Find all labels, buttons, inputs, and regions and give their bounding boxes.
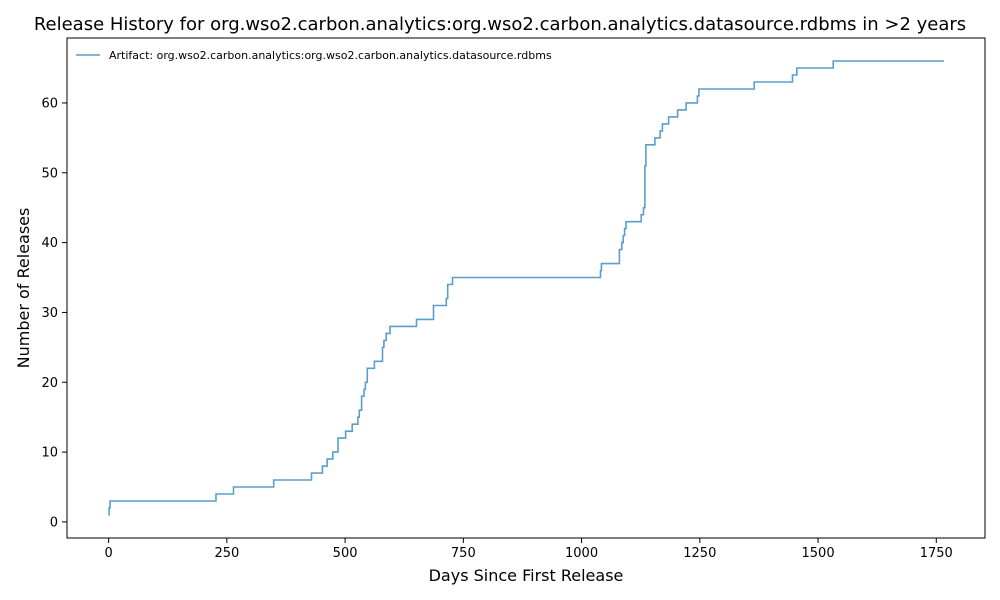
y-axis-label: Number of Releases bbox=[14, 208, 33, 369]
plot-frame bbox=[66, 37, 986, 539]
x-tick-label: 250 bbox=[214, 546, 239, 561]
y-axis: 0 10 20 30 40 50 60 bbox=[41, 96, 67, 530]
y-tick-label: 0 bbox=[50, 515, 58, 530]
x-tick-label: 1250 bbox=[683, 546, 716, 561]
x-tick-label: 1750 bbox=[920, 546, 953, 561]
y-tick-label: 50 bbox=[41, 166, 58, 181]
y-tick-label: 40 bbox=[41, 236, 58, 251]
y-tick-label: 10 bbox=[41, 446, 58, 461]
y-tick-label: 30 bbox=[41, 306, 58, 321]
x-tick-label: 750 bbox=[451, 546, 476, 561]
y-tick-label: 60 bbox=[41, 96, 58, 111]
y-tick-label: 20 bbox=[41, 376, 58, 391]
x-tick-label: 500 bbox=[333, 546, 358, 561]
x-tick-label: 1000 bbox=[565, 546, 598, 561]
series-line bbox=[108, 60, 944, 516]
x-tick-label: 1500 bbox=[802, 546, 835, 561]
chart-title: Release History for org.wso2.carbon.anal… bbox=[34, 14, 966, 35]
legend: Artifact: org.wso2.carbon.analytics:org.… bbox=[76, 49, 552, 62]
x-axis-label: Days Since First Release bbox=[429, 566, 624, 585]
x-axis: 0 250 500 750 1000 1250 1500 1750 bbox=[104, 538, 953, 561]
legend-label: Artifact: org.wso2.carbon.analytics:org.… bbox=[109, 49, 552, 62]
x-tick-label: 0 bbox=[104, 546, 112, 561]
